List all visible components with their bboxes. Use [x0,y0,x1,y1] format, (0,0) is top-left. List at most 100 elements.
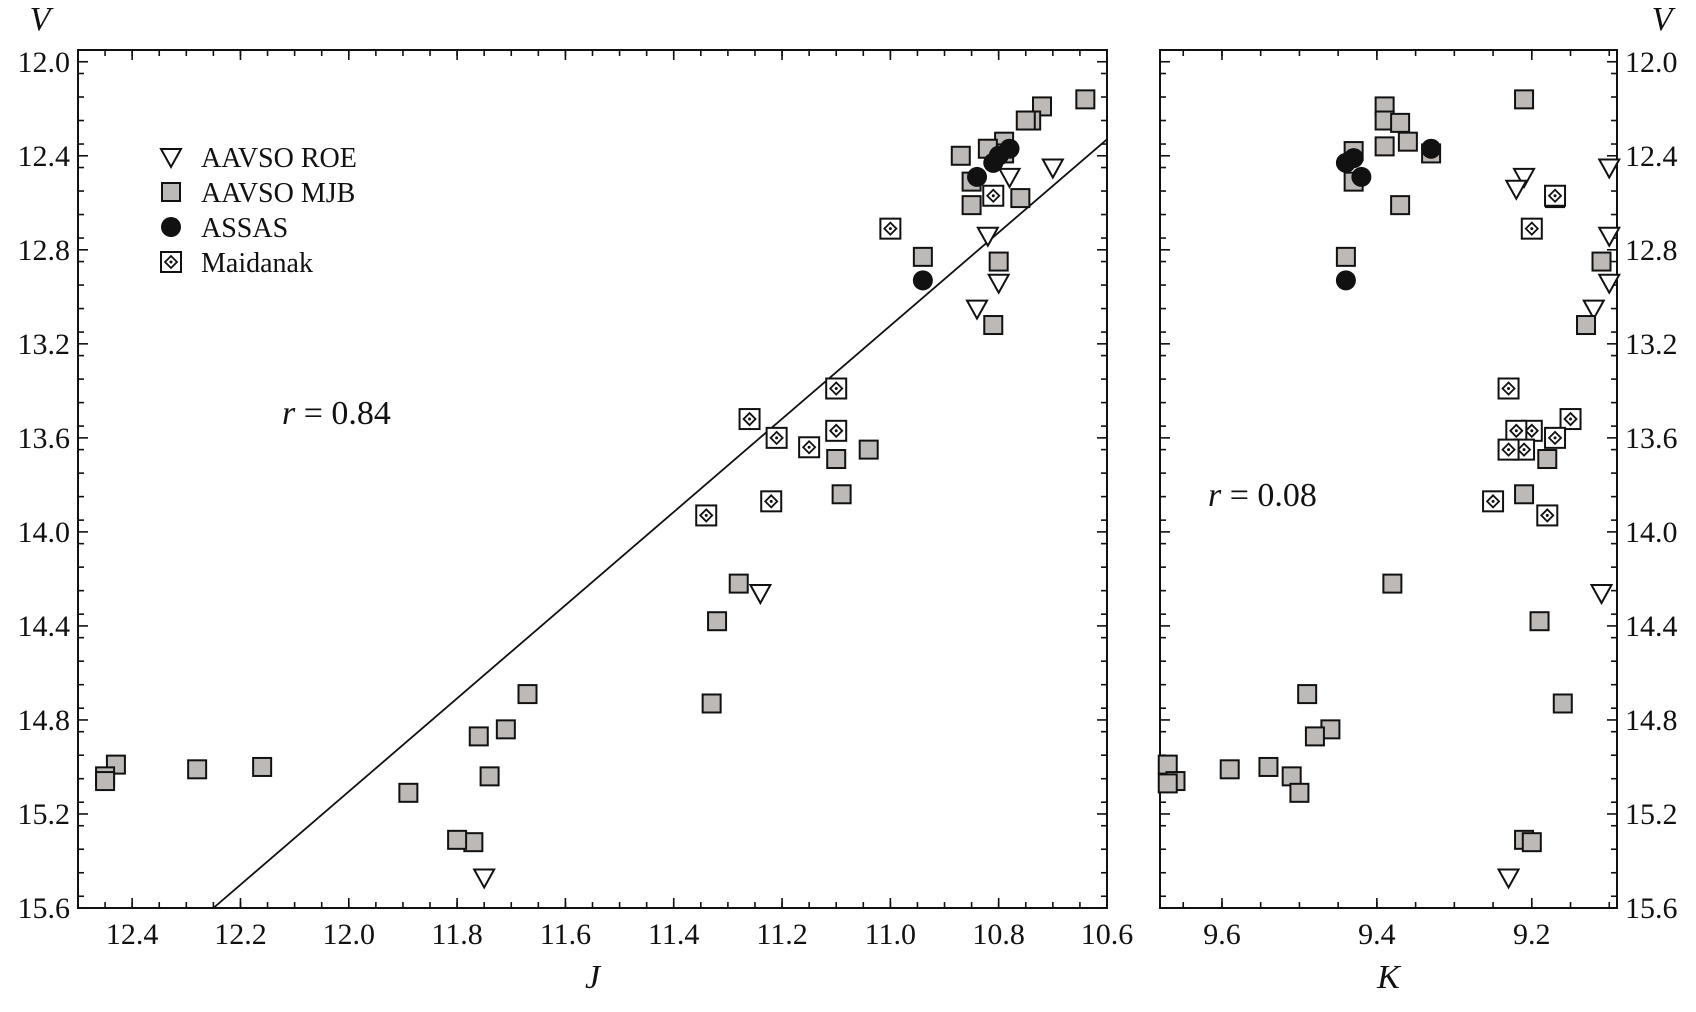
point-aavso-mjb [912,246,933,267]
series-aavso-roe [1496,158,1621,890]
y-tick-label: 14.0 [18,516,71,549]
point-aavso-mjb [1297,684,1318,705]
point-aavso-mjb [252,756,273,777]
y-axis-title: V [30,1,55,38]
point-maidanak [1482,490,1505,513]
point-aavso-mjb [95,771,116,792]
point-assas [1421,138,1442,159]
point-maidanak [738,408,761,431]
point-aavso-roe [965,299,989,321]
series-assas [1335,138,1442,291]
point-aavso-mjb [479,766,500,787]
point-aavso-mjb [468,726,489,747]
point-aavso-mjb [983,315,1004,336]
y-tick-label: 15.6 [18,892,71,925]
x-tick-label: 12.4 [106,918,159,951]
point-maidanak [765,426,788,449]
point-aavso-mjb [495,719,516,740]
series-maidanak [695,184,1005,527]
series-aavso-mjb [1157,89,1612,853]
point-aavso-mjb [447,829,468,850]
point-aavso-roe [1582,299,1606,321]
point-aavso-mjb [1015,110,1036,131]
point-aavso-mjb [1374,136,1395,157]
point-aavso-roe [1589,584,1614,606]
y-tick-label: 14.4 [18,610,71,643]
point-aavso-roe [1504,179,1529,201]
point-aavso-mjb [831,484,852,505]
point-aavso-mjb [1576,315,1597,336]
point-maidanak [1520,217,1543,240]
legend-marker-aavso-roe [159,148,183,170]
regression-line [212,138,1108,909]
y-tick-label: 13.6 [18,422,71,455]
point-aavso-mjb [1382,573,1403,594]
point-maidanak [1559,408,1582,431]
y-tick-label: 14.8 [1625,704,1678,737]
point-aavso-roe [1496,868,1521,890]
y-tick-label: 12.0 [18,46,71,79]
point-maidanak [695,504,718,527]
correlation-label: r = 0.08 [1208,477,1317,514]
point-assas [912,270,933,291]
point-aavso-mjb [950,145,971,166]
point-maidanak [798,436,821,459]
y-tick-label: 12.8 [18,234,71,267]
legend-marker-maidanak [160,251,182,273]
y-tick-label: 12.0 [1625,46,1678,79]
point-aavso-mjb [1514,89,1535,110]
point-aavso-mjb [1075,89,1096,110]
y-axis-title: V [1652,1,1677,38]
x-tick-label: 9.4 [1358,918,1396,951]
point-aavso-mjb [1529,611,1550,632]
point-aavso-mjb [187,759,208,780]
x-tick-label: 11.2 [756,918,807,951]
point-maidanak [879,217,902,240]
x-tick-label: 12.2 [214,918,267,951]
y-tick-label: 14.0 [1625,516,1678,549]
x-tick-label: 12.0 [323,918,376,951]
legend-marker-assas [161,217,181,237]
point-aavso-mjb [701,693,722,714]
point-aavso-mjb [1521,832,1542,853]
y-tick-label: 12.4 [18,140,71,173]
point-aavso-mjb [1591,251,1612,272]
point-aavso-roe [1041,158,1065,180]
point-aavso-mjb [1258,756,1279,777]
x-tick-label: 9.2 [1513,918,1551,951]
point-maidanak [825,377,848,400]
point-assas [1335,152,1356,173]
legend-label-maidanak: Maidanak [201,248,313,279]
x-tick-label: 11.4 [648,918,699,951]
plot-frame [1159,49,1618,909]
point-maidanak [1544,184,1567,207]
point-aavso-mjb [1010,188,1031,209]
point-aavso-roe [1512,167,1536,189]
point-aavso-mjb [1335,246,1356,267]
point-aavso-mjb [1304,726,1325,747]
point-maidanak [825,419,848,442]
point-assas [983,152,1004,173]
point-aavso-mjb [1397,131,1418,152]
point-maidanak [1497,438,1520,461]
x-tick-label: 10.8 [972,918,1025,951]
x-tick-label: 11.0 [865,918,916,951]
point-aavso-mjb [988,251,1009,272]
point-aavso-roe [997,167,1022,189]
series-aavso-roe [472,158,1065,890]
x-tick-label: 11.8 [431,918,482,951]
y-tick-label: 13.2 [1625,328,1678,361]
panel-k-vs-v: 9.6 9.4 9.2 12.0 12.4 12.8 13.2 13.6 14.0 14.4 14.… [1157,1,1678,996]
point-aavso-roe [976,226,1000,248]
point-aavso-mjb [1289,782,1310,803]
point-aavso-mjb [961,195,982,216]
series-assas [912,138,1020,291]
x-tick-label: 11.6 [540,918,591,951]
point-maidanak [760,490,783,513]
legend-label-assas: ASSAS [201,213,288,244]
point-aavso-mjb [517,684,538,705]
point-maidanak [1497,377,1520,400]
point-aavso-mjb [728,573,749,594]
legend-marker-aavso-mjb [161,182,181,202]
